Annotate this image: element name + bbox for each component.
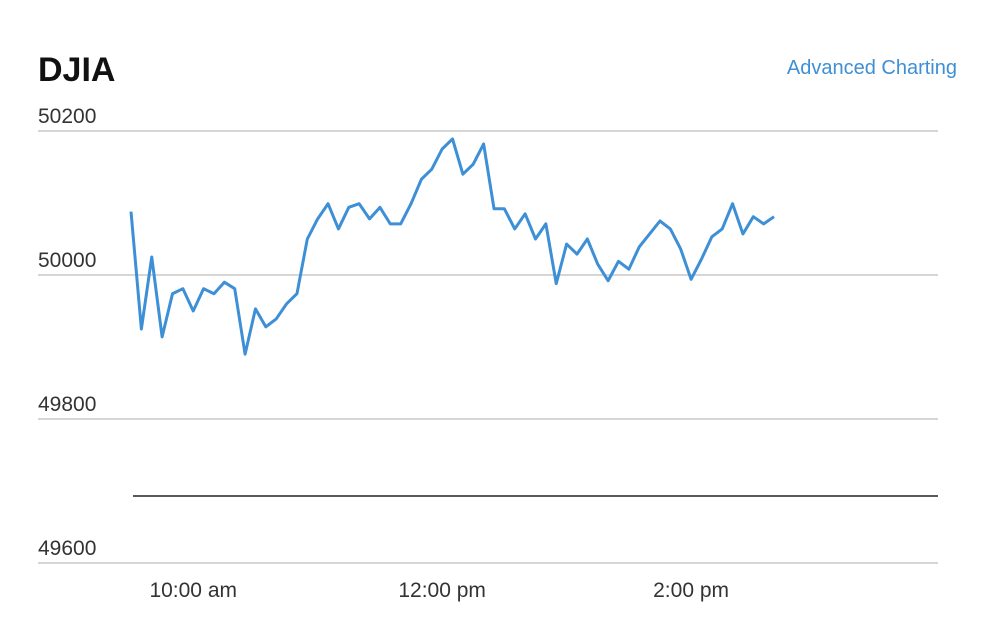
y-tick-label: 50000	[38, 249, 96, 272]
x-tick-label: 10:00 am	[149, 579, 237, 602]
y-tick-label: 49600	[38, 537, 96, 560]
price-line	[129, 137, 775, 356]
chart-title: DJIA	[38, 51, 115, 89]
y-tick-label: 49800	[38, 393, 96, 416]
x-tick-label: 12:00 pm	[398, 579, 486, 602]
x-tick-label: 2:00 pm	[653, 579, 729, 602]
advanced-charting-link[interactable]: Advanced Charting	[787, 57, 957, 79]
y-tick-label: 50200	[38, 105, 96, 128]
